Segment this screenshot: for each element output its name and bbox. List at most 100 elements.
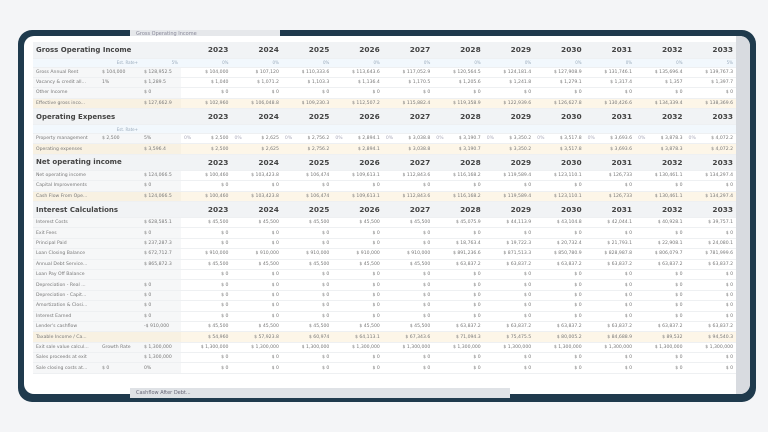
- value-cell[interactable]: 0% $ 2,625: [231, 133, 282, 145]
- value-cell[interactable]: $ 45,500: [332, 321, 383, 333]
- value-cell[interactable]: $ 0: [685, 352, 736, 364]
- value-cell[interactable]: $ 126,733: [584, 191, 636, 203]
- value-cell[interactable]: $ 0: [433, 311, 484, 322]
- value-cell[interactable]: $ 134,339.4: [635, 98, 686, 110]
- value-cell[interactable]: $ 103,423.8: [231, 170, 282, 182]
- value-cell[interactable]: $ 0: [281, 300, 333, 312]
- value-cell[interactable]: $ 0: [534, 279, 585, 291]
- value-cell[interactable]: $ 0: [685, 180, 736, 192]
- value-cell[interactable]: $ 0: [181, 290, 232, 302]
- value-cell[interactable]: $ 106,474: [281, 191, 333, 203]
- value-cell[interactable]: $ 45,500: [281, 321, 333, 333]
- value-cell[interactable]: $ 1,136.4: [332, 77, 383, 89]
- rate-cell[interactable]: 0%: [332, 58, 383, 68]
- value-cell[interactable]: $ 139,767.3: [685, 67, 736, 78]
- value-cell[interactable]: $ 75,475.5: [483, 331, 535, 343]
- value-cell[interactable]: $ 0: [584, 279, 636, 291]
- value-cell[interactable]: $ 0: [231, 311, 282, 322]
- value-cell[interactable]: $ 109,613.1: [332, 191, 383, 203]
- value-cell[interactable]: $ 116,168.2: [433, 170, 484, 182]
- value-cell[interactable]: $ 80,005.2: [534, 331, 585, 343]
- row-input[interactable]: [99, 191, 141, 203]
- value-cell[interactable]: $ 0: [382, 290, 434, 302]
- value-cell[interactable]: $ 63,837.2: [433, 259, 484, 270]
- value-cell[interactable]: $ 0: [433, 300, 484, 312]
- row-input[interactable]: [99, 180, 141, 192]
- value-cell[interactable]: $ 910,000: [332, 248, 383, 260]
- value-cell[interactable]: $ 4,072.2: [685, 143, 736, 155]
- value-cell[interactable]: $ 113,643.6: [332, 67, 383, 78]
- value-cell[interactable]: $ 0: [685, 362, 736, 374]
- value-cell[interactable]: $ 0: [231, 227, 282, 239]
- value-cell[interactable]: $ 130,426.6: [584, 98, 636, 110]
- value-cell[interactable]: 0% $ 3,517.8: [534, 133, 585, 145]
- value-cell[interactable]: $ 67,343.6: [382, 331, 434, 343]
- rate-cell[interactable]: [332, 124, 383, 135]
- value-cell[interactable]: $ 100,460: [181, 191, 232, 203]
- value-cell[interactable]: $ 1,317.4: [584, 77, 636, 89]
- rate-cell[interactable]: 0%: [382, 58, 434, 68]
- value-cell[interactable]: $ 119,589.4: [483, 191, 535, 203]
- value-cell[interactable]: $ 0: [584, 290, 636, 302]
- value-cell[interactable]: $ 124,181.4: [483, 67, 535, 78]
- value-cell[interactable]: $ 127,908.9: [534, 67, 585, 78]
- growth-pct[interactable]: 0%: [688, 136, 696, 142]
- row-input[interactable]: Growth Rate: [99, 342, 141, 354]
- growth-pct[interactable]: 0%: [436, 136, 444, 142]
- value-cell[interactable]: $ 130,461.1: [635, 170, 686, 182]
- row-input[interactable]: [99, 170, 141, 182]
- value-cell[interactable]: $ 64,113.1: [332, 331, 383, 343]
- value-cell[interactable]: $ 45,500: [281, 217, 333, 229]
- row-input[interactable]: $ 0: [99, 362, 141, 374]
- value-cell[interactable]: $ 0: [433, 290, 484, 302]
- row-input[interactable]: [99, 227, 141, 239]
- value-cell[interactable]: $ 1,103.3: [281, 77, 333, 89]
- value-cell[interactable]: $ 54,960: [181, 331, 232, 343]
- value-cell[interactable]: $ 1,071.2: [231, 77, 282, 89]
- rate-cell[interactable]: [181, 124, 232, 135]
- value-cell[interactable]: $ 0: [181, 300, 232, 312]
- value-cell[interactable]: $ 0: [382, 87, 434, 99]
- value-cell[interactable]: $ 112,843.6: [382, 191, 434, 203]
- value-cell[interactable]: $ 0: [231, 87, 282, 99]
- value-cell[interactable]: $ 850,780.9: [534, 248, 585, 260]
- value-cell[interactable]: $ 126,627.8: [534, 98, 585, 110]
- value-cell[interactable]: $ 3,038.8: [382, 143, 434, 155]
- row-input[interactable]: [99, 259, 141, 270]
- value-cell[interactable]: $ 1,300,000: [584, 342, 636, 354]
- value-cell[interactable]: $ 0: [483, 300, 535, 312]
- value-cell[interactable]: $ 0: [685, 279, 736, 291]
- row-input[interactable]: [99, 279, 141, 291]
- value-cell[interactable]: $ 109,230.3: [281, 98, 333, 110]
- row-input[interactable]: [99, 87, 141, 99]
- value-cell[interactable]: $ 119,589.4: [483, 170, 535, 182]
- value-cell[interactable]: $ 1,357: [635, 77, 686, 89]
- value-cell[interactable]: $ 119,358.9: [433, 98, 484, 110]
- row-input[interactable]: [99, 269, 141, 281]
- value-cell[interactable]: $ 0: [635, 290, 686, 302]
- value-cell[interactable]: $ 3,190.7: [433, 143, 484, 155]
- value-cell[interactable]: $ 120,564.5: [433, 67, 484, 78]
- row-input[interactable]: [99, 238, 141, 250]
- value-cell[interactable]: $ 2,894.1: [332, 143, 383, 155]
- value-cell[interactable]: $ 1,300,000: [635, 342, 686, 354]
- value-cell[interactable]: $ 0: [584, 269, 636, 281]
- value-cell[interactable]: $ 1,205.6: [433, 77, 484, 89]
- value-cell[interactable]: $ 130,461.1: [635, 191, 686, 203]
- value-cell[interactable]: $ 0: [433, 352, 484, 364]
- growth-pct[interactable]: 0%: [184, 136, 192, 142]
- value-cell[interactable]: $ 0: [433, 180, 484, 192]
- value-cell[interactable]: $ 63,837.2: [534, 259, 585, 270]
- value-cell[interactable]: $ 871,513.3: [483, 248, 535, 260]
- value-cell[interactable]: $ 100,460: [181, 170, 232, 182]
- value-cell[interactable]: $ 0: [483, 352, 535, 364]
- value-cell[interactable]: $ 42,044.1: [584, 217, 636, 229]
- value-cell[interactable]: $ 0: [534, 311, 585, 322]
- rate-cell[interactable]: 0%: [281, 58, 333, 68]
- value-cell[interactable]: 0% $ 3,693.6: [584, 133, 636, 145]
- value-cell[interactable]: 0% $ 3,038.8: [382, 133, 434, 145]
- value-cell[interactable]: $ 0: [635, 311, 686, 322]
- value-cell[interactable]: $ 135,696.4: [635, 67, 686, 78]
- value-cell[interactable]: $ 60,974: [281, 331, 333, 343]
- rate-cell[interactable]: [433, 124, 484, 135]
